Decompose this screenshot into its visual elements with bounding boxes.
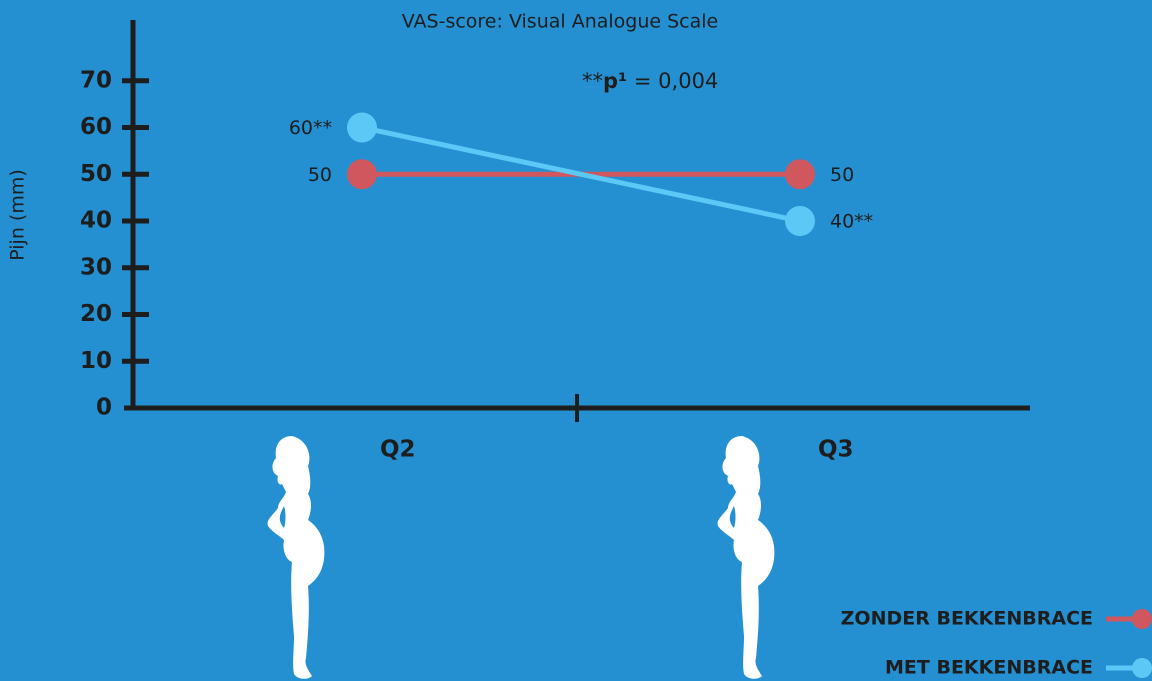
y-tick-label: 20 [80,301,112,327]
y-tick-label: 0 [96,395,112,421]
y-tick-label: 10 [80,348,112,374]
annotation: **p¹ = 0,004 [582,69,718,93]
data-label: 50 [308,164,332,186]
x-tick-label: Q3 [818,437,854,463]
y-tick-label: 50 [80,161,112,187]
x-tick-label: Q2 [380,437,416,463]
annotation-prefix: ** [582,69,603,93]
chart: VAS-score: Visual Analogue Scale Pijn (m… [0,0,1152,681]
annotation-text: = 0,004 [627,69,718,93]
data-label: 50 [830,164,854,186]
data-point [347,159,377,189]
data-label: 60** [289,117,332,139]
y-axis-label: Pijn (mm) [7,169,29,261]
data-label: 40** [830,211,873,233]
legend-label: ZONDER BEKKENBRACE [841,608,1093,630]
data-point [347,113,377,143]
y-tick-label: 40 [80,208,112,234]
legend-label: MET BEKKENBRACE [885,657,1093,679]
y-tick-label: 70 [80,67,112,93]
chart-subtitle: VAS-score: Visual Analogue Scale [402,11,719,33]
figure-icon [718,436,775,679]
y-tick-label: 30 [80,254,112,280]
data-point [785,159,815,189]
figure-icon [268,436,325,679]
annotation-bold: p¹ [603,69,627,93]
data-point [785,206,815,236]
y-tick-label: 60 [80,114,112,140]
legend-marker [1132,609,1152,629]
legend-marker [1132,658,1152,678]
